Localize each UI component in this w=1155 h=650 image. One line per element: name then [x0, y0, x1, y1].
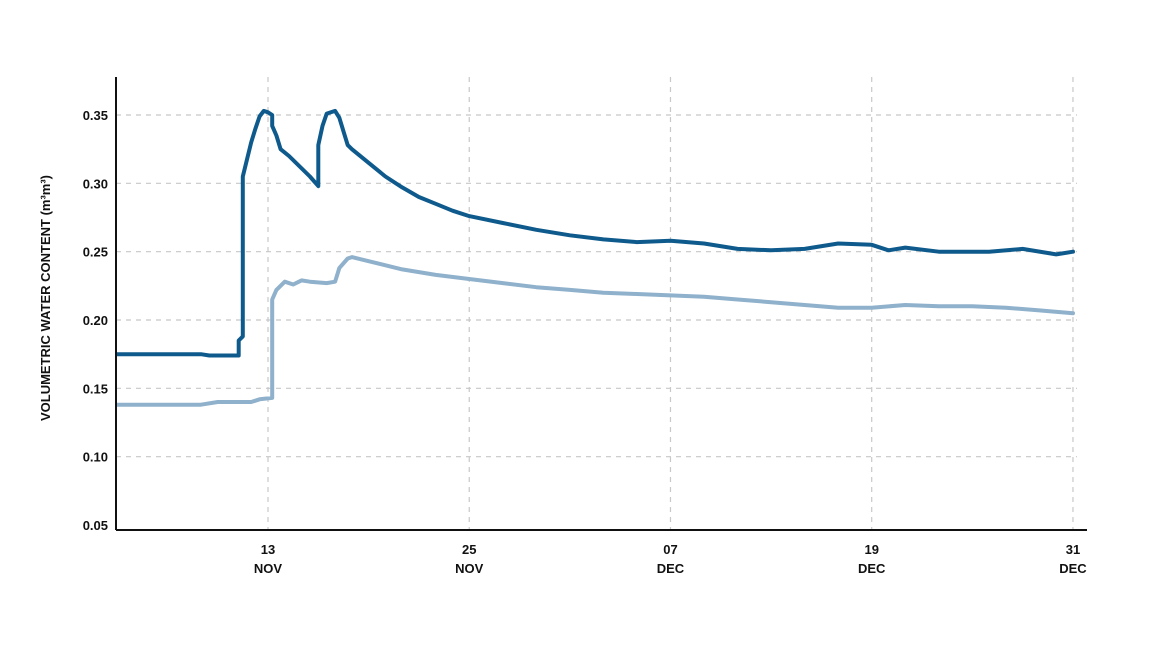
x-tick-day: 19 [864, 542, 878, 557]
series-layer [115, 108, 1075, 407]
x-tick-day: 31 [1066, 542, 1080, 557]
y-tick-labels: 0.05 0.10 0.15 0.20 0.25 0.30 0.35 [83, 108, 108, 533]
series-line-2 [115, 255, 1075, 407]
x-tick-month: DEC [1059, 561, 1087, 576]
x-tick-month: DEC [858, 561, 886, 576]
y-tick-label: 0.05 [83, 518, 108, 533]
y-tick-label: 0.10 [83, 450, 108, 465]
x-tick-day: 13 [261, 542, 275, 557]
y-tick-label: 0.30 [83, 176, 108, 191]
series-line-1 [115, 108, 1075, 358]
y-tick-label: 0.35 [83, 108, 108, 123]
y-tick-label: 0.20 [83, 313, 108, 328]
y-tick-label: 0.15 [83, 381, 108, 396]
x-tick-day: 07 [663, 542, 677, 557]
x-tick-month: DEC [657, 561, 685, 576]
x-tick-month: NOV [254, 561, 283, 576]
x-tick-month: NOV [455, 561, 484, 576]
x-tick-day: 25 [462, 542, 476, 557]
grid-layer [116, 77, 1077, 530]
y-tick-label: 0.25 [83, 245, 108, 260]
x-tick-labels: 13 NOV 25 NOV 07 DEC 19 DEC 31 DEC [254, 542, 1087, 576]
y-axis-label: VOLUMETRIC WATER CONTENT (m³m³) [38, 175, 53, 421]
